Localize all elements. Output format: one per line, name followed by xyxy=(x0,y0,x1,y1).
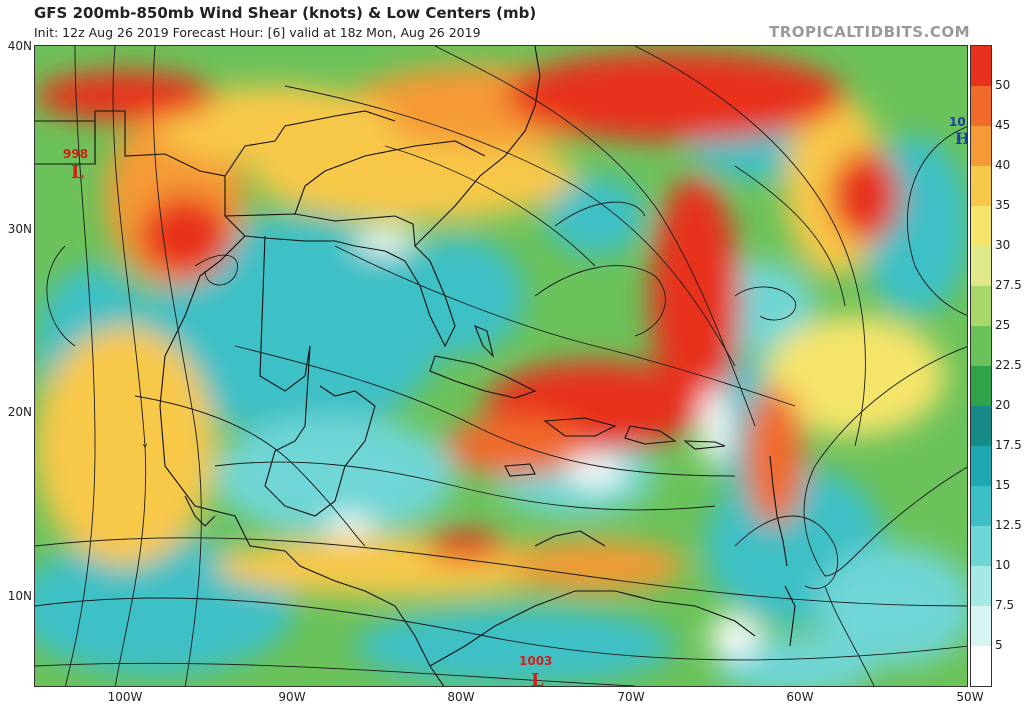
colorbar-label: 12.5 xyxy=(995,518,1022,532)
colorbar-segment xyxy=(971,446,991,486)
svg-text:1003: 1003 xyxy=(519,654,552,668)
colorbar-segment xyxy=(971,486,991,526)
land-outlines xyxy=(35,46,796,686)
colorbar-label: 5 xyxy=(995,638,1003,652)
colorbar-segment xyxy=(971,606,991,646)
svg-text:10: 10 xyxy=(949,115,966,129)
colorbar-segment xyxy=(971,46,991,86)
colorbar-label: 20 xyxy=(995,398,1011,412)
colorbar-label: 10 xyxy=(995,558,1011,572)
svg-text:998: 998 xyxy=(63,147,88,161)
colorbar-label: 25 xyxy=(995,318,1011,332)
colorbar-segment xyxy=(971,566,991,606)
colorbar-segment xyxy=(971,646,991,686)
colorbar-label: 50 xyxy=(995,78,1011,92)
wind-shear-map[interactable]: 998 L 1003 L 10 H xyxy=(34,45,968,687)
colorbar-segment xyxy=(971,126,991,166)
colorbar-label: 22.5 xyxy=(995,358,1022,372)
lon-label-70w: 70W xyxy=(617,690,645,704)
colorbar-segment xyxy=(971,406,991,446)
map-canvas: 998 L 1003 L 10 H xyxy=(35,46,968,687)
colorbar-label: 17.5 xyxy=(995,438,1022,452)
lat-label-40n: 40N xyxy=(7,39,32,53)
colorbar-segment xyxy=(971,166,991,206)
low-center-1003: 1003 L xyxy=(519,654,552,687)
colorbar-label: 27.5 xyxy=(995,278,1022,292)
lon-label-50w: 50W xyxy=(956,690,984,704)
lat-label-30n: 30N xyxy=(7,222,32,236)
colorbar-segment xyxy=(971,366,991,406)
colorbar-segment xyxy=(971,86,991,126)
lat-label-20n: 20N xyxy=(7,405,32,419)
shear-field xyxy=(35,51,967,686)
colorbar-label: 30 xyxy=(995,238,1011,252)
brand-watermark: TROPICALTIDBITS.COM xyxy=(769,23,970,41)
lon-label-100w: 100W xyxy=(107,690,143,704)
lon-label-90w: 90W xyxy=(278,690,306,704)
map-title: GFS 200mb-850mb Wind Shear (knots) & Low… xyxy=(34,4,537,22)
colorbar-segment xyxy=(971,286,991,326)
lat-label-10n: 10N xyxy=(7,589,32,603)
lon-label-60w: 60W xyxy=(786,690,814,704)
colorbar-label: 7.5 xyxy=(995,598,1015,612)
map-subtitle: Init: 12z Aug 26 2019 Forecast Hour: [6]… xyxy=(34,25,481,40)
svg-text:L: L xyxy=(531,670,544,687)
colorbar-segment xyxy=(971,246,991,286)
colorbar-label: 40 xyxy=(995,158,1011,172)
colorbar-label: 35 xyxy=(995,198,1011,212)
lon-label-80w: 80W xyxy=(447,690,475,704)
svg-text:H: H xyxy=(955,129,968,148)
svg-text:L: L xyxy=(71,162,84,183)
colorbar-segment xyxy=(971,526,991,566)
low-center-998: 998 L xyxy=(63,147,88,183)
shear-colorbar xyxy=(970,45,992,687)
colorbar-label: 45 xyxy=(995,118,1011,132)
colorbar-segment xyxy=(971,206,991,246)
streamlines xyxy=(35,46,967,686)
colorbar-label: 15 xyxy=(995,478,1011,492)
colorbar-segment xyxy=(971,326,991,366)
high-center-partial: 10 H xyxy=(949,115,968,148)
